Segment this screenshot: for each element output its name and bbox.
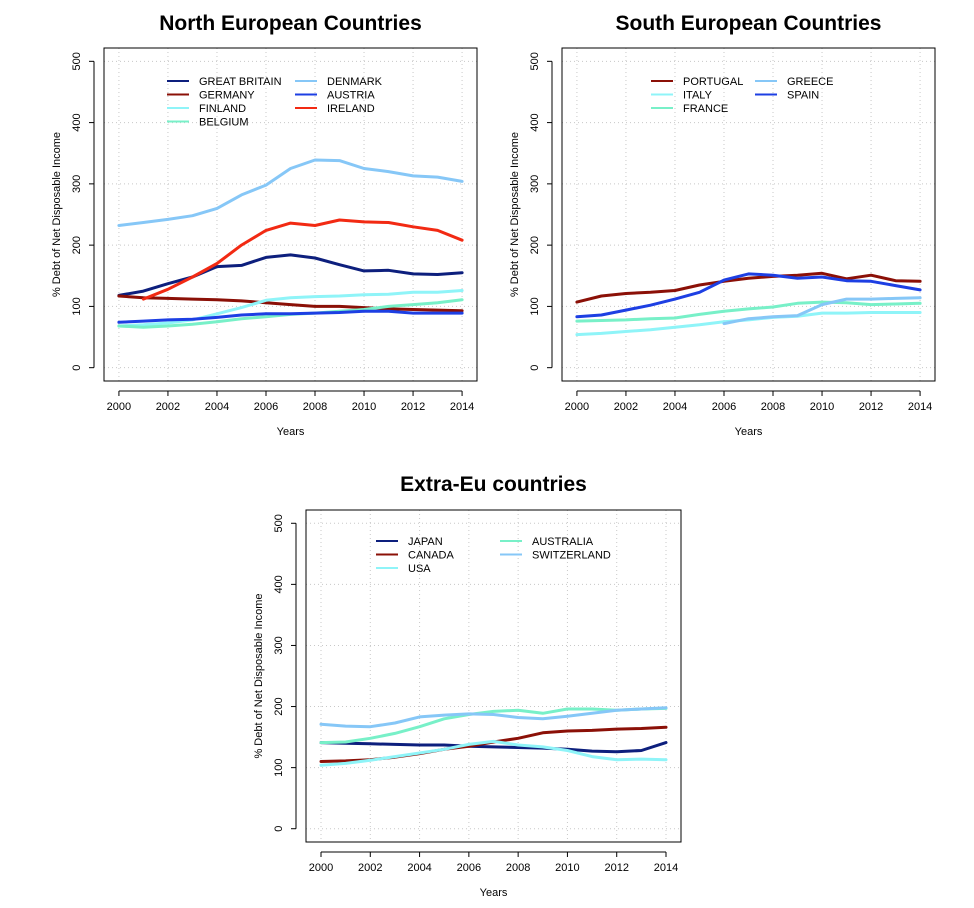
y-axis-label: % Debt of Net Disposable Income [253, 593, 265, 758]
x-tick-label: 2014 [654, 862, 678, 874]
legend-label: GREAT BRITAIN [199, 76, 282, 88]
x-axis-label: Years [480, 887, 508, 899]
plot-frame [103, 47, 478, 382]
x-tick-label: 2014 [908, 401, 932, 413]
x-tick-label: 2000 [107, 401, 131, 413]
series-line-switzerland [319, 706, 668, 729]
y-tick-label: 200 [71, 236, 83, 254]
legend-label: ITALY [683, 90, 713, 102]
series-line-great-britain [117, 253, 464, 297]
x-tick-label: 2008 [506, 862, 530, 874]
legend-label: USA [408, 563, 431, 575]
y-tick-label: 100 [273, 758, 285, 776]
x-tick-label: 2008 [303, 401, 327, 413]
x-tick-label: 2008 [761, 401, 785, 413]
chart-title: Extra-Eu countries [400, 473, 587, 496]
legend-label: SPAIN [787, 90, 819, 102]
x-tick-label: 2004 [663, 401, 687, 413]
legend-label: AUSTRIA [327, 90, 375, 102]
x-axis-label: Years [735, 426, 763, 438]
x-axis-label: Years [277, 426, 305, 438]
legend-label: CANADA [408, 550, 455, 562]
legend-label: AUSTRALIA [532, 536, 594, 548]
series-line-germany [117, 294, 464, 313]
y-tick-label: 400 [273, 575, 285, 593]
y-tick-label: 200 [529, 236, 541, 254]
x-tick-label: 2010 [810, 401, 834, 413]
x-tick-label: 2004 [205, 401, 229, 413]
y-tick-label: 0 [529, 365, 541, 371]
series-line-ireland [141, 218, 464, 301]
legend-label: SWITZERLAND [532, 550, 611, 562]
x-tick-label: 2002 [358, 862, 382, 874]
x-tick-label: 2002 [614, 401, 638, 413]
x-tick-label: 2012 [604, 862, 628, 874]
legend-label: FINLAND [199, 103, 246, 115]
y-tick-label: 100 [71, 297, 83, 315]
legend-label: FRANCE [683, 103, 728, 115]
x-tick-label: 2006 [712, 401, 736, 413]
legend-label: GERMANY [199, 90, 255, 102]
chart-title: South European Countries [615, 12, 881, 35]
y-tick-label: 0 [71, 365, 83, 371]
series-line-japan [319, 741, 668, 754]
y-tick-label: 200 [273, 697, 285, 715]
series-line-finland [117, 289, 464, 328]
y-tick-label: 400 [71, 113, 83, 131]
y-tick-label: 500 [71, 52, 83, 70]
legend-label: IRELAND [327, 103, 375, 115]
x-tick-label: 2004 [407, 862, 431, 874]
y-tick-label: 500 [273, 514, 285, 532]
y-tick-label: 0 [273, 826, 285, 832]
x-tick-label: 2010 [352, 401, 376, 413]
x-tick-label: 2010 [555, 862, 579, 874]
legend-label: DENMARK [327, 76, 383, 88]
series-line-italy [575, 311, 922, 337]
series-line-spain [575, 272, 922, 319]
series-line-austria [117, 309, 464, 324]
y-axis-label: % Debt of Net Disposable Income [509, 132, 521, 297]
y-tick-label: 400 [529, 113, 541, 131]
chart-title: North European Countries [159, 12, 422, 35]
series-line-usa [319, 739, 668, 767]
series-line-portugal [575, 271, 922, 304]
x-tick-label: 2006 [457, 862, 481, 874]
x-tick-label: 2014 [450, 401, 474, 413]
x-tick-label: 2000 [309, 862, 333, 874]
x-tick-label: 2012 [401, 401, 425, 413]
y-tick-label: 100 [529, 297, 541, 315]
y-tick-label: 300 [71, 175, 83, 193]
legend-label: GREECE [787, 76, 833, 88]
legend-label: JAPAN [408, 536, 443, 548]
legend-label: PORTUGAL [683, 76, 743, 88]
y-tick-label: 300 [529, 175, 541, 193]
plot-frame [561, 47, 936, 382]
series-line-denmark [117, 158, 464, 227]
y-axis-label: % Debt of Net Disposable Income [51, 132, 63, 297]
x-tick-label: 2002 [156, 401, 180, 413]
series-line-france [575, 300, 922, 323]
y-tick-label: 300 [273, 636, 285, 654]
x-tick-label: 2000 [565, 401, 589, 413]
plot-frame [305, 509, 682, 843]
y-tick-label: 500 [529, 52, 541, 70]
x-tick-label: 2012 [859, 401, 883, 413]
x-tick-label: 2006 [254, 401, 278, 413]
legend-label: BELGIUM [199, 117, 249, 129]
series-line-greece [722, 296, 922, 326]
